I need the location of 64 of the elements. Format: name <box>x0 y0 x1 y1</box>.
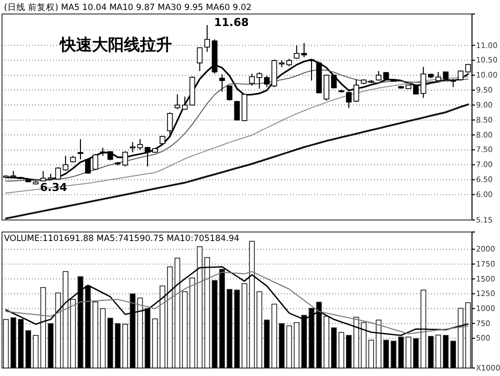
bar <box>48 323 54 368</box>
bar <box>286 325 292 368</box>
bar <box>100 308 106 368</box>
candlestick <box>226 84 232 102</box>
bar <box>122 324 128 368</box>
bar <box>278 323 285 368</box>
candlestick <box>353 78 360 103</box>
bar <box>114 323 121 368</box>
candlestick <box>249 73 255 86</box>
bar <box>212 280 218 368</box>
candlestick <box>204 24 210 52</box>
candlestick <box>294 44 300 60</box>
bar <box>360 322 367 368</box>
candlestick <box>92 154 98 170</box>
bar <box>271 304 278 368</box>
bar <box>435 334 442 368</box>
bar <box>420 290 426 368</box>
candlestick <box>78 138 84 160</box>
chart-title: VOLUME:1101691.88 MA5:741590.75 MA10:705184.94 <box>4 234 240 244</box>
bar <box>465 302 471 368</box>
bar <box>442 334 449 368</box>
candlestick <box>85 158 91 174</box>
bar <box>368 340 374 368</box>
bar <box>92 302 98 368</box>
bar <box>25 330 32 368</box>
bar <box>107 318 114 368</box>
bar <box>10 317 16 368</box>
bar <box>40 287 46 368</box>
bar <box>189 278 196 368</box>
line-series <box>5 104 469 220</box>
candlestick <box>264 75 270 88</box>
candlestick <box>219 74 225 92</box>
bar <box>32 334 39 368</box>
bar <box>182 291 188 368</box>
candlestick <box>301 42 307 58</box>
candlestick <box>435 71 442 82</box>
chart-title: (日线 前复权) MA5 10.04 MA10 9.87 MA30 9.95 MA60 9.02 <box>4 2 252 13</box>
bar <box>346 334 352 368</box>
annotation: 6.34 <box>40 181 68 194</box>
bar <box>3 319 9 368</box>
candlestick <box>420 66 426 98</box>
annotation: 快速大阳线拉升 <box>59 35 172 54</box>
candlestick <box>122 150 128 167</box>
bar <box>174 258 180 368</box>
candlestick <box>196 46 203 72</box>
bar <box>256 291 262 368</box>
candlestick <box>130 142 136 153</box>
candlestick <box>376 70 382 82</box>
bar <box>376 320 382 368</box>
candlestick <box>167 112 173 136</box>
annotation: 11.68 <box>214 16 249 29</box>
bar <box>264 320 270 368</box>
candlestick <box>256 72 262 90</box>
bar <box>196 246 203 368</box>
candlestick <box>182 96 188 110</box>
bar <box>294 322 300 368</box>
bar <box>428 336 434 368</box>
bar <box>204 257 210 368</box>
candlestick <box>346 91 352 109</box>
bar <box>450 340 456 368</box>
bar <box>338 332 344 368</box>
candlestick <box>174 94 180 110</box>
bar <box>353 316 360 368</box>
bar <box>458 308 464 368</box>
